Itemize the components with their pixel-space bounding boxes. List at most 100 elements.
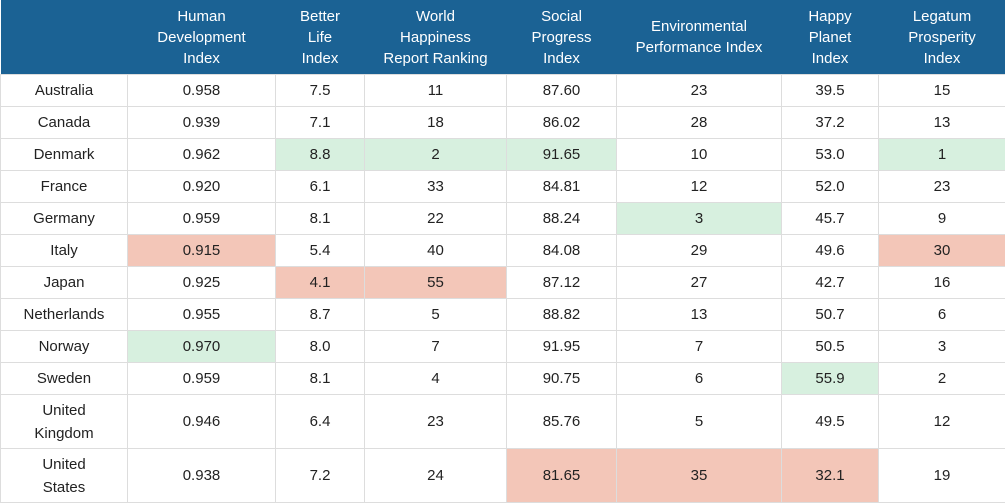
- value-cell: 6: [878, 298, 1005, 331]
- value-cell: 49.5: [781, 394, 879, 449]
- value-cell: 4: [364, 362, 507, 395]
- table-row: United Kingdom 0.946 6.4 23 85.76 5 49.5 12: [0, 394, 1005, 449]
- value-cell: 88.82: [506, 298, 617, 331]
- value-cell: 81.65: [506, 448, 617, 503]
- value-cell: 45.7: [781, 202, 879, 235]
- country-name-line: Germany: [33, 210, 95, 227]
- header-cell-blank: [0, 0, 128, 75]
- country-cell: France: [0, 170, 128, 203]
- country-name-line: Italy: [50, 242, 78, 259]
- table-row: France 0.920 6.1 33 84.81 12 52.0 23: [0, 170, 1005, 203]
- column-header-line: Legatum: [912, 7, 972, 25]
- value-cell: 7: [364, 330, 507, 363]
- value-cell: 86.02: [506, 106, 617, 139]
- country-name-line: United: [42, 401, 86, 419]
- column-header-line: Development: [157, 28, 246, 46]
- value-cell: 4.1: [275, 266, 365, 299]
- country-name-line: France: [40, 178, 88, 195]
- country-name-line: Australia: [34, 82, 94, 99]
- value-cell: 0.959: [127, 362, 276, 395]
- column-header-line: Better: [299, 7, 341, 25]
- value-cell: 85.76: [506, 394, 617, 449]
- table-row: Denmark 0.962 8.8 2 91.65 10 53.0 1: [0, 138, 1005, 171]
- country-cell: Australia: [0, 74, 128, 107]
- value-cell: 7.1: [275, 106, 365, 139]
- value-cell: 2: [878, 362, 1005, 395]
- value-cell: 12: [616, 170, 782, 203]
- value-cell: 0.946: [127, 394, 276, 449]
- value-cell: 35: [616, 448, 782, 503]
- column-header-line: Planet: [808, 28, 852, 46]
- value-cell: 28: [616, 106, 782, 139]
- value-cell: 24: [364, 448, 507, 503]
- country-cell: United States: [0, 448, 128, 503]
- country-cell: Norway: [0, 330, 128, 363]
- value-cell: 8.1: [275, 202, 365, 235]
- value-cell: 0.925: [127, 266, 276, 299]
- column-header-line: Index: [183, 49, 220, 67]
- country-cell: Canada: [0, 106, 128, 139]
- value-cell: 0.938: [127, 448, 276, 503]
- value-cell: 9: [878, 202, 1005, 235]
- value-cell: 11: [364, 74, 507, 107]
- value-cell: 0.955: [127, 298, 276, 331]
- country-name-line: Norway: [38, 338, 90, 355]
- value-cell: 0.970: [127, 330, 276, 363]
- value-cell: 55.9: [781, 362, 879, 395]
- value-cell: 8.7: [275, 298, 365, 331]
- value-cell: 15: [878, 74, 1005, 107]
- value-cell: 87.12: [506, 266, 617, 299]
- value-cell: 29: [616, 234, 782, 267]
- value-cell: 10: [616, 138, 782, 171]
- table-row: Japan 0.925 4.1 55 87.12 27 42.7 16: [0, 266, 1005, 299]
- value-cell: 19: [878, 448, 1005, 503]
- value-cell: 18: [364, 106, 507, 139]
- value-cell: 0.915: [127, 234, 276, 267]
- country-name-line: Kingdom: [34, 424, 94, 442]
- value-cell: 23: [878, 170, 1005, 203]
- table-row: Netherlands 0.955 8.7 5 88.82 13 50.7 6: [0, 298, 1005, 331]
- column-header: Environmental Performance Index: [616, 0, 782, 75]
- value-cell: 50.7: [781, 298, 879, 331]
- value-cell: 5: [364, 298, 507, 331]
- table-row: United States 0.938 7.2 24 81.65 35 32.1 19: [0, 448, 1005, 503]
- value-cell: 40: [364, 234, 507, 267]
- table-row: Italy 0.915 5.4 40 84.08 29 49.6 30: [0, 234, 1005, 267]
- country-cell: Sweden: [0, 362, 128, 395]
- column-header-line: Happy: [808, 7, 852, 25]
- country-cell: United Kingdom: [0, 394, 128, 449]
- value-cell: 91.65: [506, 138, 617, 171]
- column-header-line: Environmental: [651, 18, 747, 35]
- value-cell: 0.958: [127, 74, 276, 107]
- country-name-line: Japan: [43, 274, 85, 291]
- column-header-line: Prosperity: [908, 28, 976, 46]
- column-header-line: Human: [177, 7, 226, 25]
- value-cell: 33: [364, 170, 507, 203]
- value-cell: 53.0: [781, 138, 879, 171]
- value-cell: 5: [616, 394, 782, 449]
- value-cell: 37.2: [781, 106, 879, 139]
- value-cell: 30: [878, 234, 1005, 267]
- value-cell: 8.1: [275, 362, 365, 395]
- value-cell: 13: [616, 298, 782, 331]
- country-cell: Japan: [0, 266, 128, 299]
- country-name-line: States: [42, 478, 86, 496]
- value-cell: 1: [878, 138, 1005, 171]
- value-cell: 50.5: [781, 330, 879, 363]
- value-cell: 42.7: [781, 266, 879, 299]
- column-header-line: World: [416, 7, 455, 25]
- value-cell: 90.75: [506, 362, 617, 395]
- value-cell: 84.81: [506, 170, 617, 203]
- country-name-line: Sweden: [36, 370, 92, 387]
- column-header: Happy Planet Index: [781, 0, 879, 75]
- country-name-line: Netherlands: [23, 306, 105, 323]
- value-cell: 0.939: [127, 106, 276, 139]
- value-cell: 23: [364, 394, 507, 449]
- value-cell: 7.2: [275, 448, 365, 503]
- value-cell: 22: [364, 202, 507, 235]
- country-cell: Netherlands: [0, 298, 128, 331]
- value-cell: 0.920: [127, 170, 276, 203]
- value-cell: 0.959: [127, 202, 276, 235]
- table-body: Australia 0.958 7.5 11 87.60 23 39.5 15 Canada 0.…: [0, 74, 1005, 503]
